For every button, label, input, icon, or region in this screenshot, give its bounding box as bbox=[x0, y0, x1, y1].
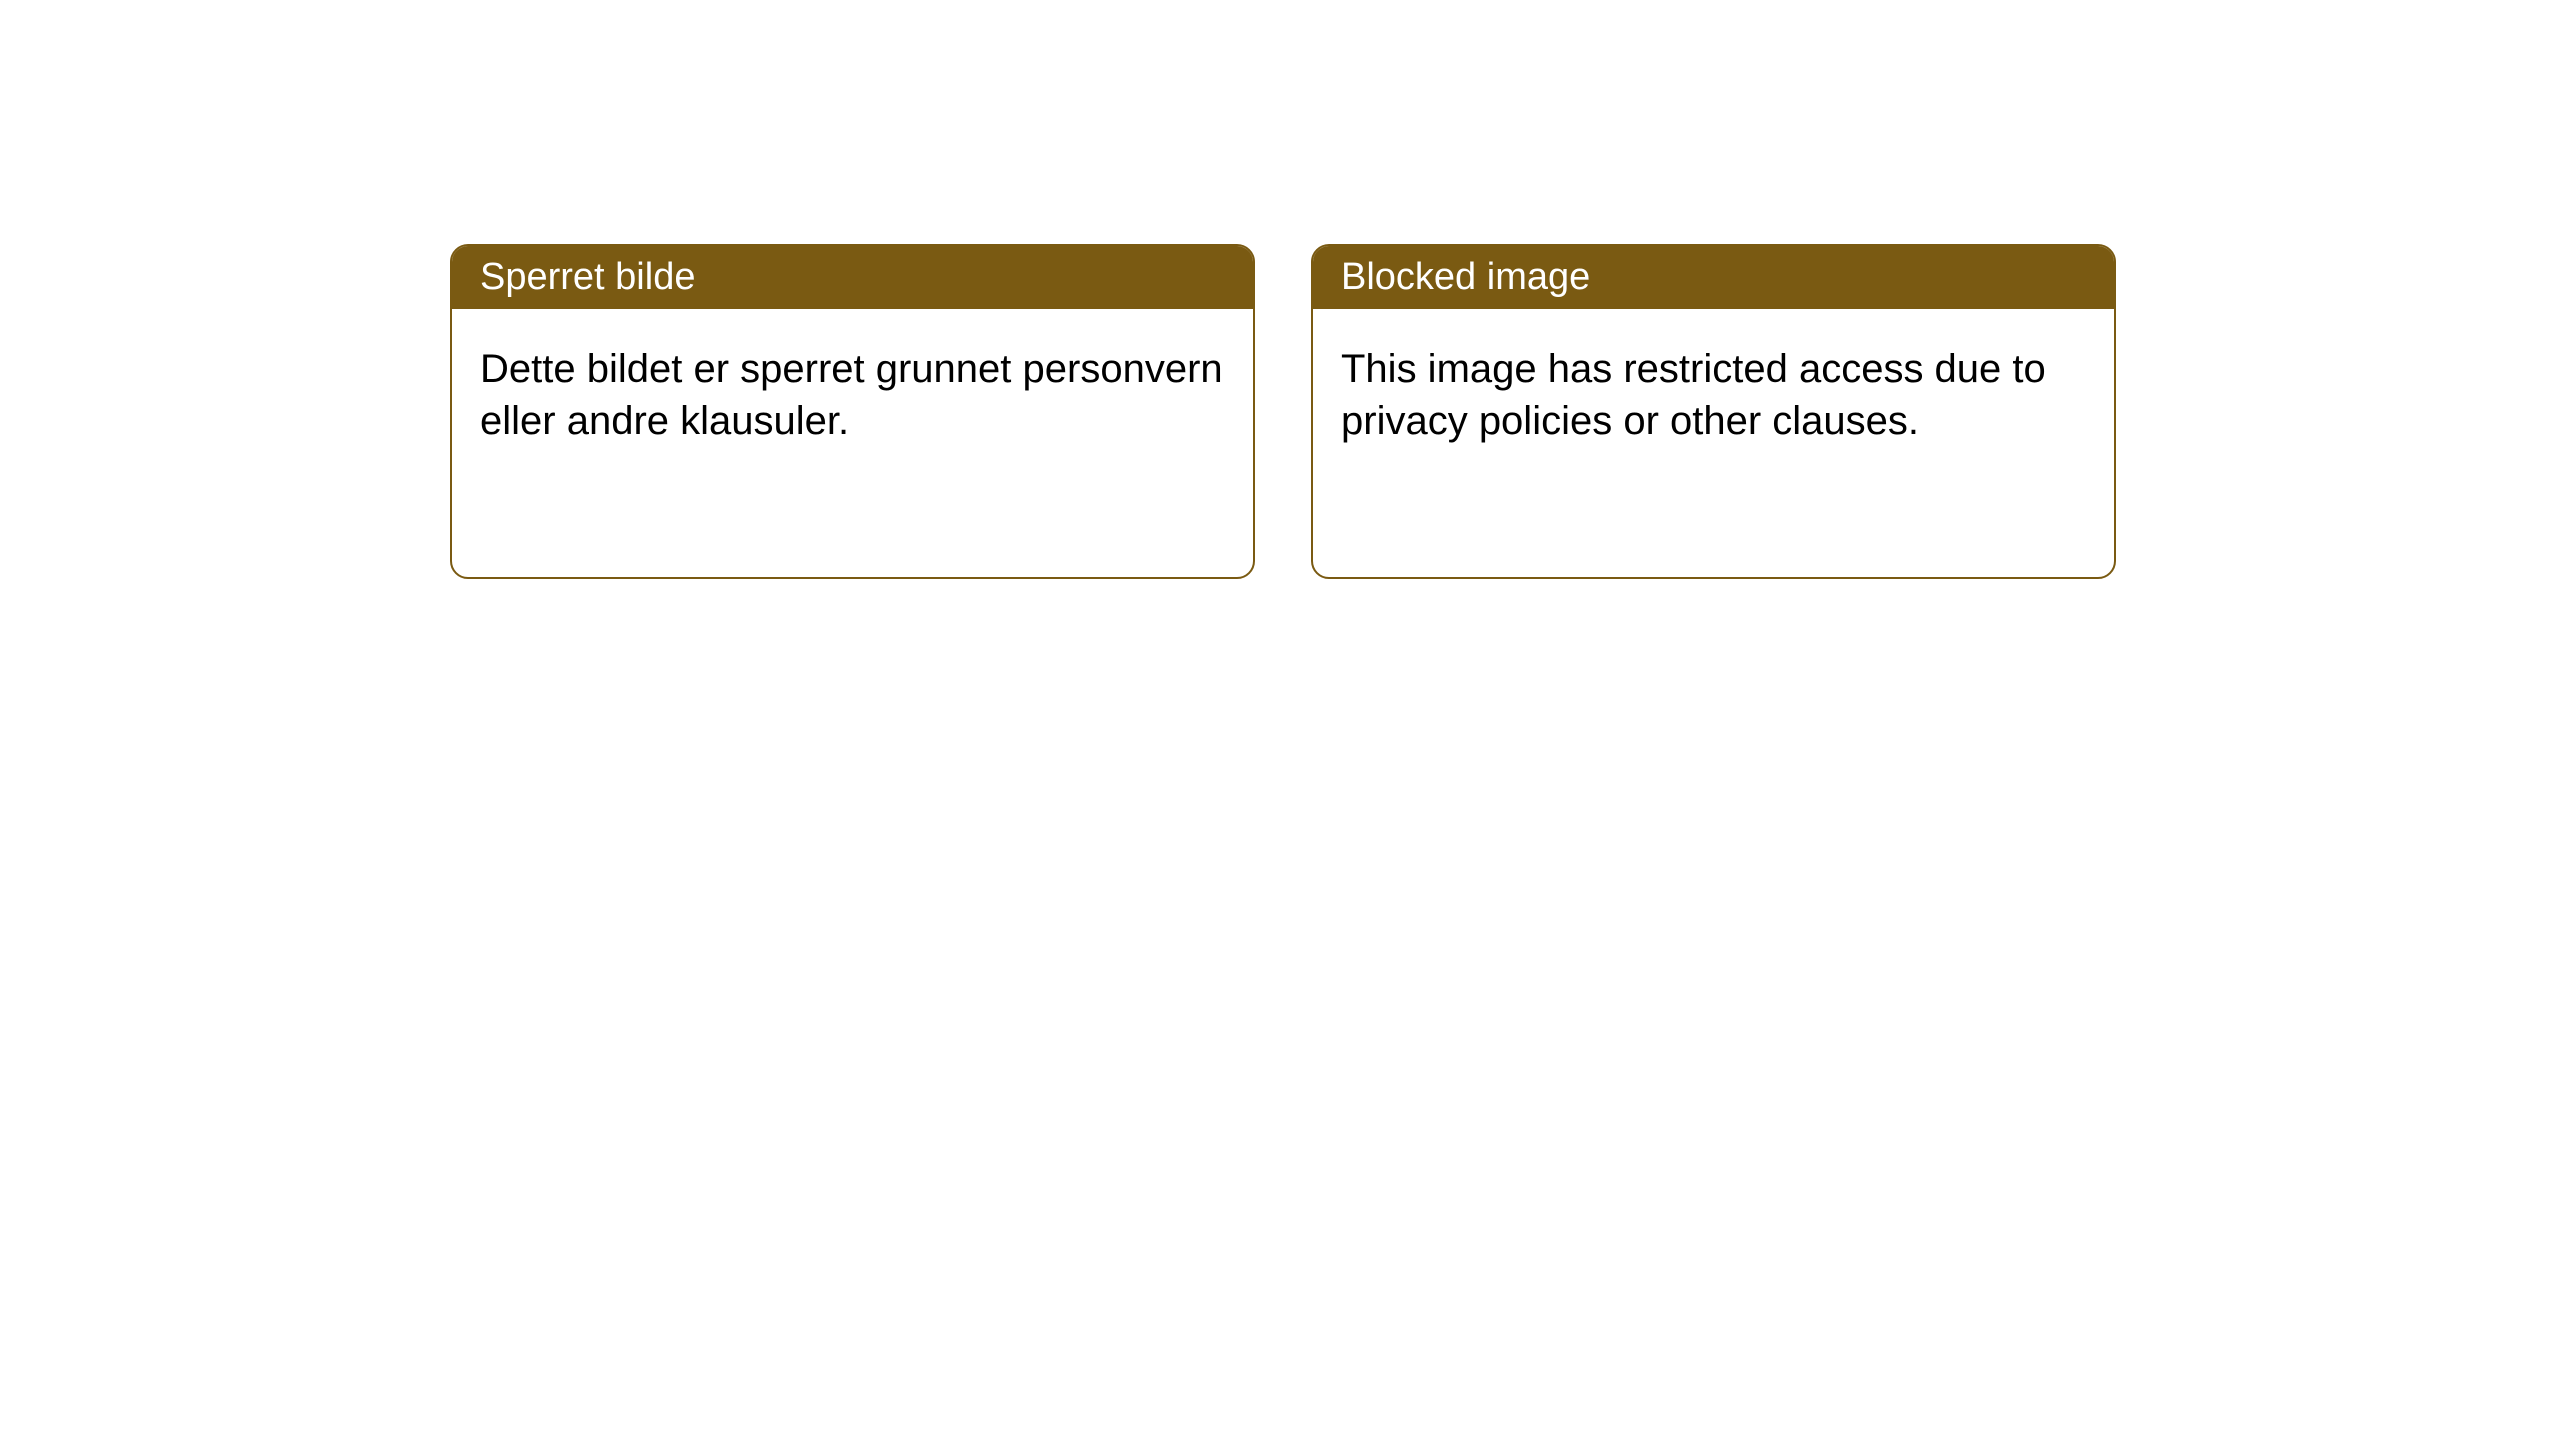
card-body-text: Dette bildet er sperret grunnet personve… bbox=[480, 347, 1223, 443]
card-title: Sperret bilde bbox=[480, 256, 695, 298]
card-body-text: This image has restricted access due to … bbox=[1341, 347, 2046, 443]
card-title: Blocked image bbox=[1341, 256, 1590, 298]
notice-cards-container: Sperret bilde Dette bildet er sperret gr… bbox=[450, 244, 2116, 579]
card-body: This image has restricted access due to … bbox=[1313, 309, 2114, 481]
card-header: Blocked image bbox=[1313, 246, 2114, 309]
card-body: Dette bildet er sperret grunnet personve… bbox=[452, 309, 1253, 481]
notice-card-english: Blocked image This image has restricted … bbox=[1311, 244, 2116, 579]
card-header: Sperret bilde bbox=[452, 246, 1253, 309]
notice-card-norwegian: Sperret bilde Dette bildet er sperret gr… bbox=[450, 244, 1255, 579]
